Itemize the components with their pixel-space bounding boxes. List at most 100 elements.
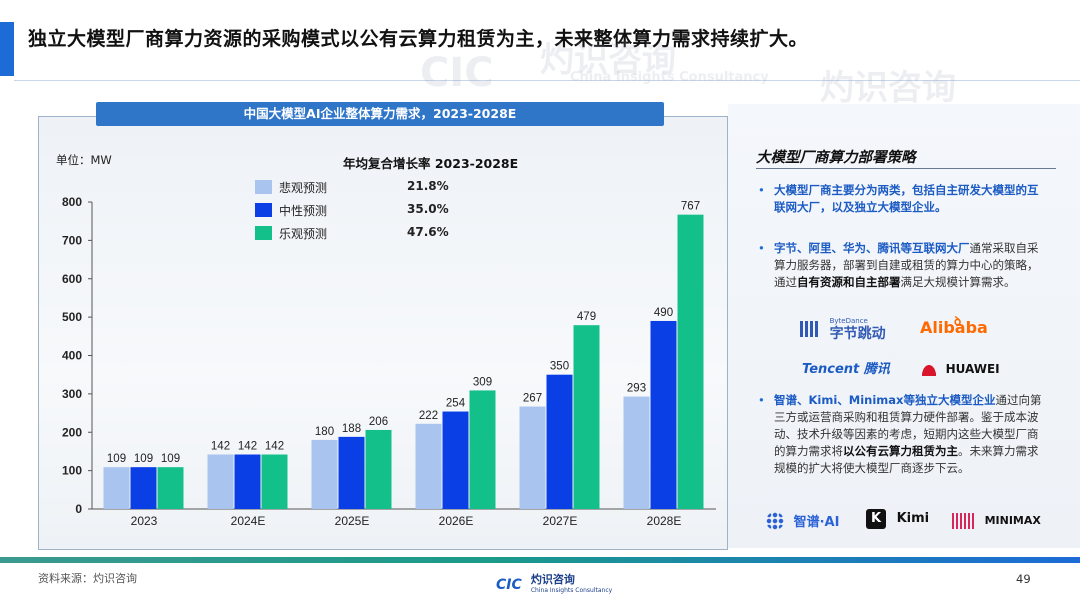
strategy-bullet-3: • 智谱、Kimi、Minimax等独立大模型企业通过向第三方或运营商采购和租赁… xyxy=(758,392,1048,477)
strategy-bullet-2: • 字节、阿里、华为、腾讯等互联网大厂通常采取自采算力服务器，部署到自建或租赁的… xyxy=(758,240,1048,291)
bullet-text: 大模型厂商主要分为两类，包括自主研发大模型的互联网大厂，以及独立大模型企业。 xyxy=(774,183,1039,214)
bullet-marker: • xyxy=(758,241,765,255)
data-label: 109 xyxy=(161,453,180,465)
bullet-body: 满足大规模计算需求。 xyxy=(900,275,1016,289)
data-label: 267 xyxy=(523,393,542,405)
data-label: 206 xyxy=(369,416,388,428)
bullet-text: 智谱、Kimi、Minimax等独立大模型企业通过向第三方或运营商采购和租赁算力… xyxy=(774,392,1048,477)
minimax-label: MINIMAX xyxy=(984,514,1041,527)
cagr-title: 年均复合增长率 2023-2028E xyxy=(343,156,519,171)
data-label: 767 xyxy=(681,201,700,213)
data-label: 350 xyxy=(550,361,569,373)
footer-source: 资料来源：灼识咨询 xyxy=(38,572,137,585)
bar xyxy=(519,406,546,509)
y-tick-label: 800 xyxy=(62,195,82,209)
alibaba-icon: ꝺ xyxy=(954,314,962,328)
alibaba-label: Alibaba xyxy=(920,318,988,337)
bar-chart: 0 100 200 300 400 500 600 700 800 109 109 109 2023 14… xyxy=(62,195,716,528)
y-tick-label: 400 xyxy=(62,349,82,363)
legend-swatch xyxy=(255,226,272,240)
bullet-body: 。未来算力需求规模的扩大将使大模型厂商逐步下云。 xyxy=(774,444,1039,475)
huawei-petal-icon xyxy=(920,361,938,376)
bar xyxy=(365,429,392,509)
zhipu-label: 智谱·AI xyxy=(793,515,840,530)
y-tick-label: 0 xyxy=(75,502,82,516)
bar xyxy=(623,396,650,509)
minimax-logo: MINIMAX xyxy=(952,510,1041,529)
bytedance-logo: ByteDance 字节跳动 xyxy=(800,316,886,342)
legend-swatch xyxy=(255,203,272,217)
strategy-panel xyxy=(728,104,1080,548)
y-tick-label: 200 xyxy=(62,425,82,439)
bar xyxy=(442,411,469,509)
title-accent-bar xyxy=(0,22,14,76)
data-label: 142 xyxy=(238,441,257,453)
bar xyxy=(103,467,130,509)
bar xyxy=(469,390,496,509)
data-label: 180 xyxy=(315,426,334,438)
y-tick-label: 600 xyxy=(62,272,82,286)
bullet-marker: • xyxy=(758,183,765,197)
footer-bar xyxy=(0,557,1080,563)
strategy-title: 大模型厂商算力部署策略 xyxy=(756,150,916,166)
footer-logo-en: China Insights Consultancy xyxy=(530,587,613,594)
legend-swatch xyxy=(255,180,272,194)
y-tick-label: 300 xyxy=(62,387,82,401)
bullet-text: 字节、阿里、华为、腾讯等互联网大厂通常采取自采算力服务器，部署到自建或租赁的算力… xyxy=(774,240,1048,291)
y-tick-label: 700 xyxy=(62,233,82,247)
legend-label: 乐观预测 xyxy=(279,227,328,241)
bar xyxy=(546,374,573,509)
watermark-en: China Insights Consultancy xyxy=(570,70,769,85)
x-tick-label: 2024E xyxy=(231,514,266,528)
bytedance-label: 字节跳动 xyxy=(829,326,886,342)
bar xyxy=(130,467,157,509)
data-label: 109 xyxy=(134,453,153,465)
data-label: 490 xyxy=(654,307,673,319)
strategy-title-underline xyxy=(756,168,1056,169)
strategy-bullet-1: • 大模型厂商主要分为两类，包括自主研发大模型的互联网大厂，以及独立大模型企业。 xyxy=(758,182,1048,216)
data-label: 479 xyxy=(577,311,596,323)
y-tick-label: 500 xyxy=(62,310,82,324)
title-divider xyxy=(14,80,1080,81)
bytedance-bars-icon xyxy=(800,321,820,337)
bullet-highlight: 字节、阿里、华为、腾讯等互联网大厂 xyxy=(774,241,970,255)
bytedance-label-small: ByteDance xyxy=(829,317,868,325)
x-tick-label: 2025E xyxy=(335,514,370,528)
data-label: 109 xyxy=(107,453,126,465)
bullet-highlight: 智谱、Kimi、Minimax等独立大模型企业 xyxy=(774,393,996,407)
footer-logo: CIC 灼识咨询 China Insights Consultancy xyxy=(496,574,612,596)
huawei-label: HUAWEI xyxy=(945,361,1000,376)
x-tick-label: 2028E xyxy=(647,514,682,528)
legend-cagr: 47.6% xyxy=(407,225,449,239)
minimax-wave-icon xyxy=(952,512,976,529)
chart-title-banner: 中国大模型AI企业整体算力需求，2023-2028E xyxy=(96,102,664,126)
bar xyxy=(677,214,704,509)
unit-label: 单位：MW xyxy=(56,153,112,167)
legend-cagr: 35.0% xyxy=(407,202,449,216)
legend-label: 悲观预测 xyxy=(279,181,328,195)
x-tick-label: 2023 xyxy=(131,514,158,528)
data-label: 188 xyxy=(342,423,361,435)
bullet-highlight: 以公有云算力租赁为主 xyxy=(843,444,958,458)
data-label: 309 xyxy=(473,376,492,388)
page-title: 独立大模型厂商算力资源的采购模式以公有云算力租赁为主，未来整体算力需求持续扩大。 xyxy=(28,28,809,50)
x-tick-label: 2027E xyxy=(543,514,578,528)
tencent-label: Tencent 腾讯 xyxy=(802,362,890,377)
kimi-label: Kimi xyxy=(896,511,930,526)
data-label: 222 xyxy=(419,410,438,422)
bar xyxy=(311,439,338,509)
bar xyxy=(650,320,677,509)
bar xyxy=(338,436,365,509)
data-label: 142 xyxy=(265,441,284,453)
data-label: 293 xyxy=(627,383,646,395)
watermark-cic: CIC xyxy=(420,50,494,96)
y-tick-label: 100 xyxy=(62,464,82,478)
zhipu-dots-icon xyxy=(766,511,784,530)
footer-logo-cn: 灼识咨询 xyxy=(530,573,575,586)
alibaba-logo: ꝺ Alibaba xyxy=(920,314,988,337)
bullet-highlight: 自有资源和自主部署 xyxy=(797,275,901,289)
bar xyxy=(207,454,234,509)
zhipu-logo: 智谱·AI xyxy=(766,510,839,530)
bar xyxy=(573,325,600,509)
bar xyxy=(261,454,288,509)
